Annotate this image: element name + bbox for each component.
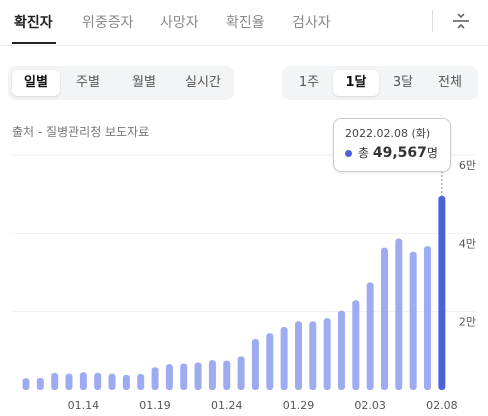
range-button[interactable]: 전체 <box>438 75 462 90</box>
range-button[interactable]: 1주 <box>298 75 320 90</box>
bar <box>208 360 216 390</box>
x-tick-label: 01.29 <box>283 399 315 412</box>
bar <box>381 247 388 390</box>
bar <box>294 321 302 390</box>
tooltip-value: 총 49,567명 <box>358 144 438 161</box>
bar <box>122 374 130 390</box>
tab[interactable]: 검사자 <box>292 15 331 31</box>
bar <box>323 318 331 390</box>
source: 출처 - 질병관리청 보도자료 <box>12 125 150 139</box>
x-tick-label: 01.14 <box>68 399 100 412</box>
bar <box>251 339 259 390</box>
x-tick-label: 01.24 <box>211 399 243 412</box>
period-button[interactable]: 주별 <box>76 75 100 90</box>
bar <box>65 373 73 390</box>
tab[interactable]: 위중증자 <box>82 15 134 31</box>
period-group: 일별 주별 월별 실시간 <box>8 66 234 100</box>
tab[interactable]: 확진율 <box>226 15 265 31</box>
tooltip: 2022.02.08 (화) 총 49,567명 <box>333 118 451 172</box>
bar <box>165 364 173 390</box>
x-tick-label: 02.08 <box>426 399 458 412</box>
bar <box>424 246 432 390</box>
bar <box>108 373 116 390</box>
bar <box>36 377 44 390</box>
tooltip-number: 49,567 <box>372 145 427 161</box>
period-button[interactable]: 월별 <box>132 75 156 90</box>
period-button[interactable]: 일별 <box>12 70 60 96</box>
tab-underline <box>12 42 56 44</box>
bar <box>79 372 87 390</box>
tooltip-total: 총 <box>358 146 370 160</box>
bar <box>151 367 159 390</box>
separator <box>432 10 433 32</box>
bar <box>180 363 188 390</box>
bar <box>22 378 30 390</box>
bar <box>94 372 102 390</box>
bar <box>194 362 202 390</box>
x-tick-label: 01.19 <box>139 399 171 412</box>
bar <box>438 195 446 390</box>
tooltip-date: 2022.02.08 (화) <box>345 127 431 140</box>
tab[interactable]: 사망자 <box>160 15 199 31</box>
tooltip-dot <box>345 150 352 157</box>
bar <box>309 321 317 390</box>
bar <box>51 372 59 390</box>
tab[interactable]: 확진자 <box>14 15 53 31</box>
filter-icon[interactable] <box>451 11 471 31</box>
tooltip-unit: 명 <box>426 146 438 160</box>
bar <box>366 282 374 390</box>
bar <box>337 310 345 390</box>
bar <box>409 251 417 390</box>
bar <box>395 238 403 390</box>
bar <box>266 333 274 390</box>
range-button[interactable]: 1달 <box>333 70 379 96</box>
bar <box>280 326 288 390</box>
x-tick-label: 02.03 <box>354 399 386 412</box>
y-tick-label: 2만 <box>459 316 476 329</box>
bar <box>137 374 145 390</box>
y-tick-label: 6만 <box>459 159 476 172</box>
bar <box>237 356 245 390</box>
bar <box>223 360 231 390</box>
bar <box>352 300 360 390</box>
period-button[interactable]: 실시간 <box>185 75 221 90</box>
range-group: 1주 1달 3달 전체 <box>282 66 478 100</box>
range-button[interactable]: 3달 <box>392 75 414 90</box>
y-tick-label: 4만 <box>459 237 476 250</box>
divider <box>0 45 488 46</box>
